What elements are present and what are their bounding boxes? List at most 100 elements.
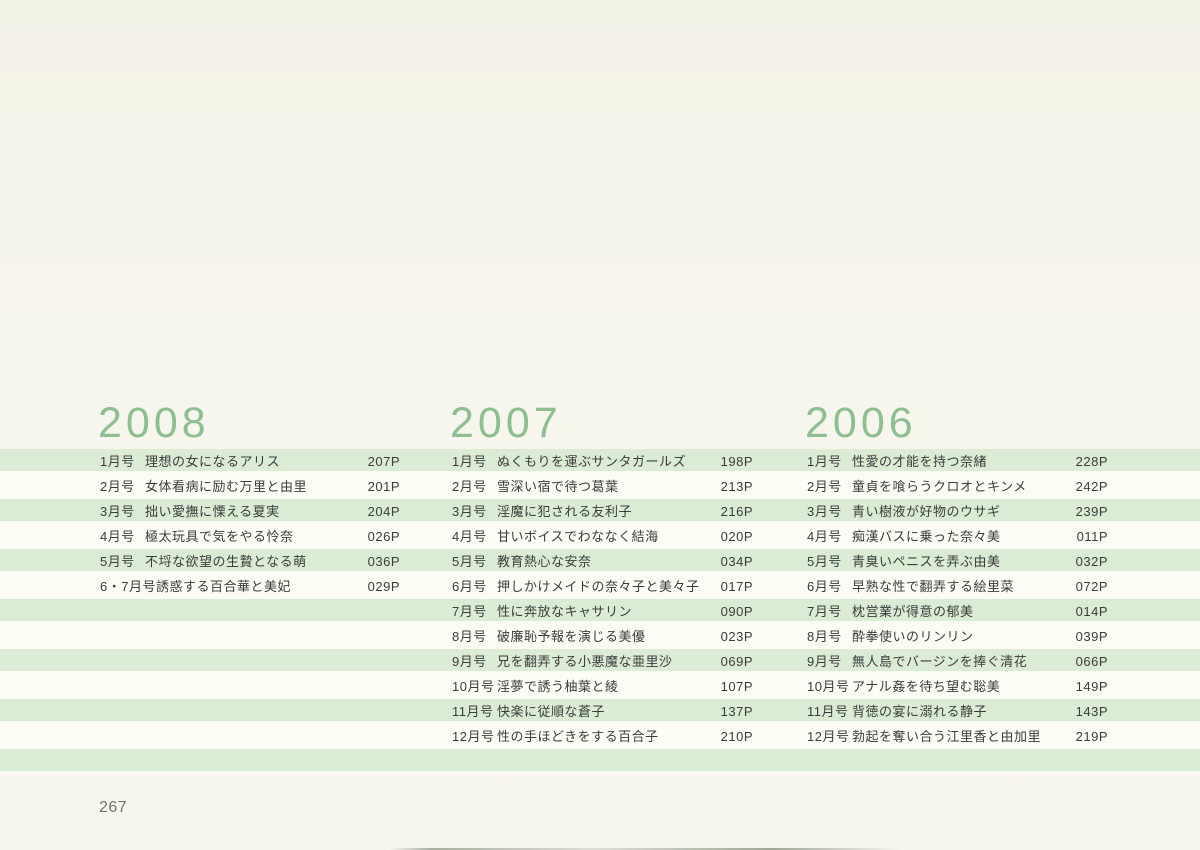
issue-title: 痴漢バスに乗った奈々美 [852, 529, 1001, 544]
issue-row: 8月号 酔拳使いのリンリン 039P [807, 624, 1108, 649]
issue-title: 青い樹液が好物のウサギ [852, 504, 1001, 519]
folio-page-number: 267 [99, 799, 128, 816]
issue-title: 雪深い宿で待つ葛葉 [497, 479, 619, 494]
issue-title: 枕営業が得意の郁美 [852, 604, 974, 619]
issue-list-2006: 1月号 性愛の才能を持つ奈緒 228P 2月号 童貞を喰らうクロオとキンメ 24… [807, 449, 1108, 749]
issue-title: 快楽に従順な蒼子 [497, 704, 606, 719]
issue-row: 10月号 アナル姦を待ち望む聡美 149P [807, 674, 1108, 699]
issue-title: 理想の女になるアリス [145, 454, 281, 469]
issue-title: 押しかけメイドの奈々子と美々子 [497, 579, 700, 594]
issue-row: 12月号 性の手ほどきをする百合子 210P [452, 724, 753, 749]
issue-title: ぬくもりを運ぶサンタガールズ [497, 454, 687, 469]
issue-page-number: 239P [1075, 504, 1108, 519]
row-stripe [0, 549, 1200, 571]
year-column-2007: 2007 1月号 ぬくもりを運ぶサンタガールズ 198P 2月号 雪深い宿で待つ… [450, 399, 753, 749]
year-heading-2006: 2006 [805, 399, 917, 447]
issue-page-number: 137P [720, 704, 753, 719]
issue-page-number: 039P [1075, 629, 1108, 644]
issue-title: 無人島でバージンを捧ぐ清花 [852, 654, 1028, 669]
issue-title: 早熟な性で翻弄する絵里菜 [852, 579, 1015, 594]
issue-row: 4月号 痴漢バスに乗った奈々美 011P [807, 524, 1108, 549]
issue-month-label: 5月号 [807, 554, 842, 569]
issue-list-2007: 1月号 ぬくもりを運ぶサンタガールズ 198P 2月号 雪深い宿で待つ葛葉 21… [452, 449, 753, 749]
issue-row: 7月号 枕営業が得意の郁美 014P [807, 599, 1108, 624]
issue-month-label: 1月号 [100, 454, 135, 469]
issue-month-label: 4月号 [807, 529, 842, 544]
issue-row: 3月号 淫魔に犯される友利子 216P [452, 499, 753, 524]
issue-title: 酔拳使いのリンリン [852, 629, 974, 644]
issue-title: 背徳の宴に溺れる静子 [852, 704, 988, 719]
issue-page-number: 034P [720, 554, 753, 569]
issue-title: 童貞を喰らうクロオとキンメ [852, 479, 1027, 494]
issue-month-label: 11月号 [452, 704, 494, 719]
issue-page-number: 219P [1075, 729, 1108, 744]
row-stripe [0, 749, 1200, 771]
issue-page-number: 026P [367, 529, 400, 544]
year-column-2008: 2008 1月号 理想の女になるアリス 207P 2月号 女体看病に励む万里と由… [98, 399, 400, 599]
issue-month-label: 5月号 [452, 554, 487, 569]
issue-month-label: 2月号 [807, 479, 842, 494]
issue-month-label: 12月号 [807, 729, 850, 744]
year-heading-2008: 2008 [98, 399, 210, 447]
row-stripe [0, 599, 1200, 621]
issue-title: 淫魔に犯される友利子 [497, 504, 633, 519]
issue-month-label: 6月号 [452, 579, 487, 594]
issue-month-label: 3月号 [807, 504, 842, 519]
issue-title: 勃起を奪い合う江里香と由加里 [852, 729, 1042, 744]
issue-row: 4月号 甘いボイスでわななく結海 020P [452, 524, 753, 549]
issue-row: 11月号 背徳の宴に溺れる静子 143P [807, 699, 1108, 724]
row-stripe [0, 699, 1200, 721]
issue-page-number: 011P [1076, 529, 1108, 544]
issue-title: 不埒な欲望の生贄となる萌 [145, 554, 307, 569]
issue-title: 破廉恥予報を演じる美優 [497, 629, 646, 644]
issue-row: 9月号 無人島でバージンを捧ぐ清花 066P [807, 649, 1108, 674]
issue-page-number: 213P [720, 479, 753, 494]
issue-row: 7月号 性に奔放なキャサリン 090P [452, 599, 753, 624]
issue-month-label: 8月号 [452, 629, 487, 644]
issue-page-number: 198P [720, 454, 753, 469]
issue-month-label: 9月号 [807, 654, 842, 669]
issue-month-label: 7月号 [807, 604, 842, 619]
issue-page-number: 029P [367, 579, 400, 594]
year-heading-2007: 2007 [450, 399, 562, 447]
issue-month-label: 6月号 [807, 579, 842, 594]
year-column-2006: 2006 1月号 性愛の才能を持つ奈緒 228P 2月号 童貞を喰らうクロオとキ… [805, 399, 1108, 749]
issue-title: 性の手ほどきをする百合子 [497, 729, 659, 744]
issue-month-label: 12月号 [452, 729, 495, 744]
issue-page-number: 216P [720, 504, 753, 519]
issue-month-label: 10月号 [452, 679, 495, 694]
issue-month-label: 7月号 [452, 604, 487, 619]
issue-month-label: 11月号 [807, 704, 849, 719]
issue-row: 4月号 極太玩具で気をやる怜奈 026P [100, 524, 400, 549]
issue-row: 3月号 青い樹液が好物のウサギ 239P [807, 499, 1108, 524]
issue-title: 誘惑する百合華と美妃 [155, 579, 291, 594]
issue-month-label: 6・7月号 [100, 579, 156, 594]
issue-title: 女体看病に励む万里と由里 [145, 479, 308, 494]
issue-page-number: 036P [367, 554, 400, 569]
issue-page-number: 210P [720, 729, 753, 744]
issue-month-label: 1月号 [807, 454, 842, 469]
issue-month-label: 2月号 [452, 479, 487, 494]
issue-row: 5月号 教育熱心な安奈 034P [452, 549, 753, 574]
issue-page-number: 143P [1075, 704, 1108, 719]
row-stripe [0, 449, 1200, 471]
issue-row: 5月号 不埒な欲望の生贄となる萌 036P [100, 549, 400, 574]
issue-page-number: 069P [720, 654, 753, 669]
issue-row: 8月号 破廉恥予報を演じる美優 023P [452, 624, 753, 649]
issue-month-label: 2月号 [100, 479, 135, 494]
issue-row: 6月号 押しかけメイドの奈々子と美々子 017P [452, 574, 753, 599]
issue-month-label: 5月号 [100, 554, 135, 569]
issue-page-number: 066P [1075, 654, 1108, 669]
issue-title: 淫夢で誘う柚葉と綾 [497, 679, 619, 694]
issue-title: 極太玩具で気をやる怜奈 [145, 529, 294, 544]
issue-row: 5月号 青臭いペニスを弄ぶ由美 032P [807, 549, 1108, 574]
issue-title: 兄を翻弄する小悪魔な亜里沙 [497, 654, 673, 669]
issue-row: 3月号 拙い愛撫に慄える夏実 204P [100, 499, 400, 524]
issue-title: 青臭いペニスを弄ぶ由美 [852, 554, 1001, 569]
issue-page-number: 107P [720, 679, 753, 694]
issue-row: 1月号 ぬくもりを運ぶサンタガールズ 198P [452, 449, 753, 474]
issue-page-number: 014P [1075, 604, 1108, 619]
issue-month-label: 10月号 [807, 679, 850, 694]
issue-row: 11月号 快楽に従順な蒼子 137P [452, 699, 753, 724]
